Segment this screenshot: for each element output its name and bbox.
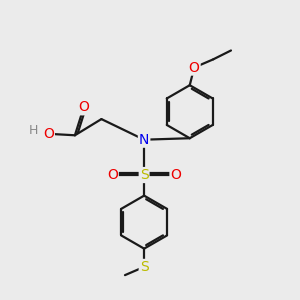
Text: S: S: [140, 260, 148, 274]
Text: O: O: [43, 127, 54, 141]
Text: S: S: [140, 168, 148, 182]
Text: H: H: [29, 124, 38, 137]
Text: N: N: [139, 133, 149, 147]
Text: O: O: [170, 168, 181, 182]
Text: O: O: [189, 61, 200, 75]
Text: O: O: [107, 168, 118, 182]
Text: O: O: [78, 100, 89, 114]
